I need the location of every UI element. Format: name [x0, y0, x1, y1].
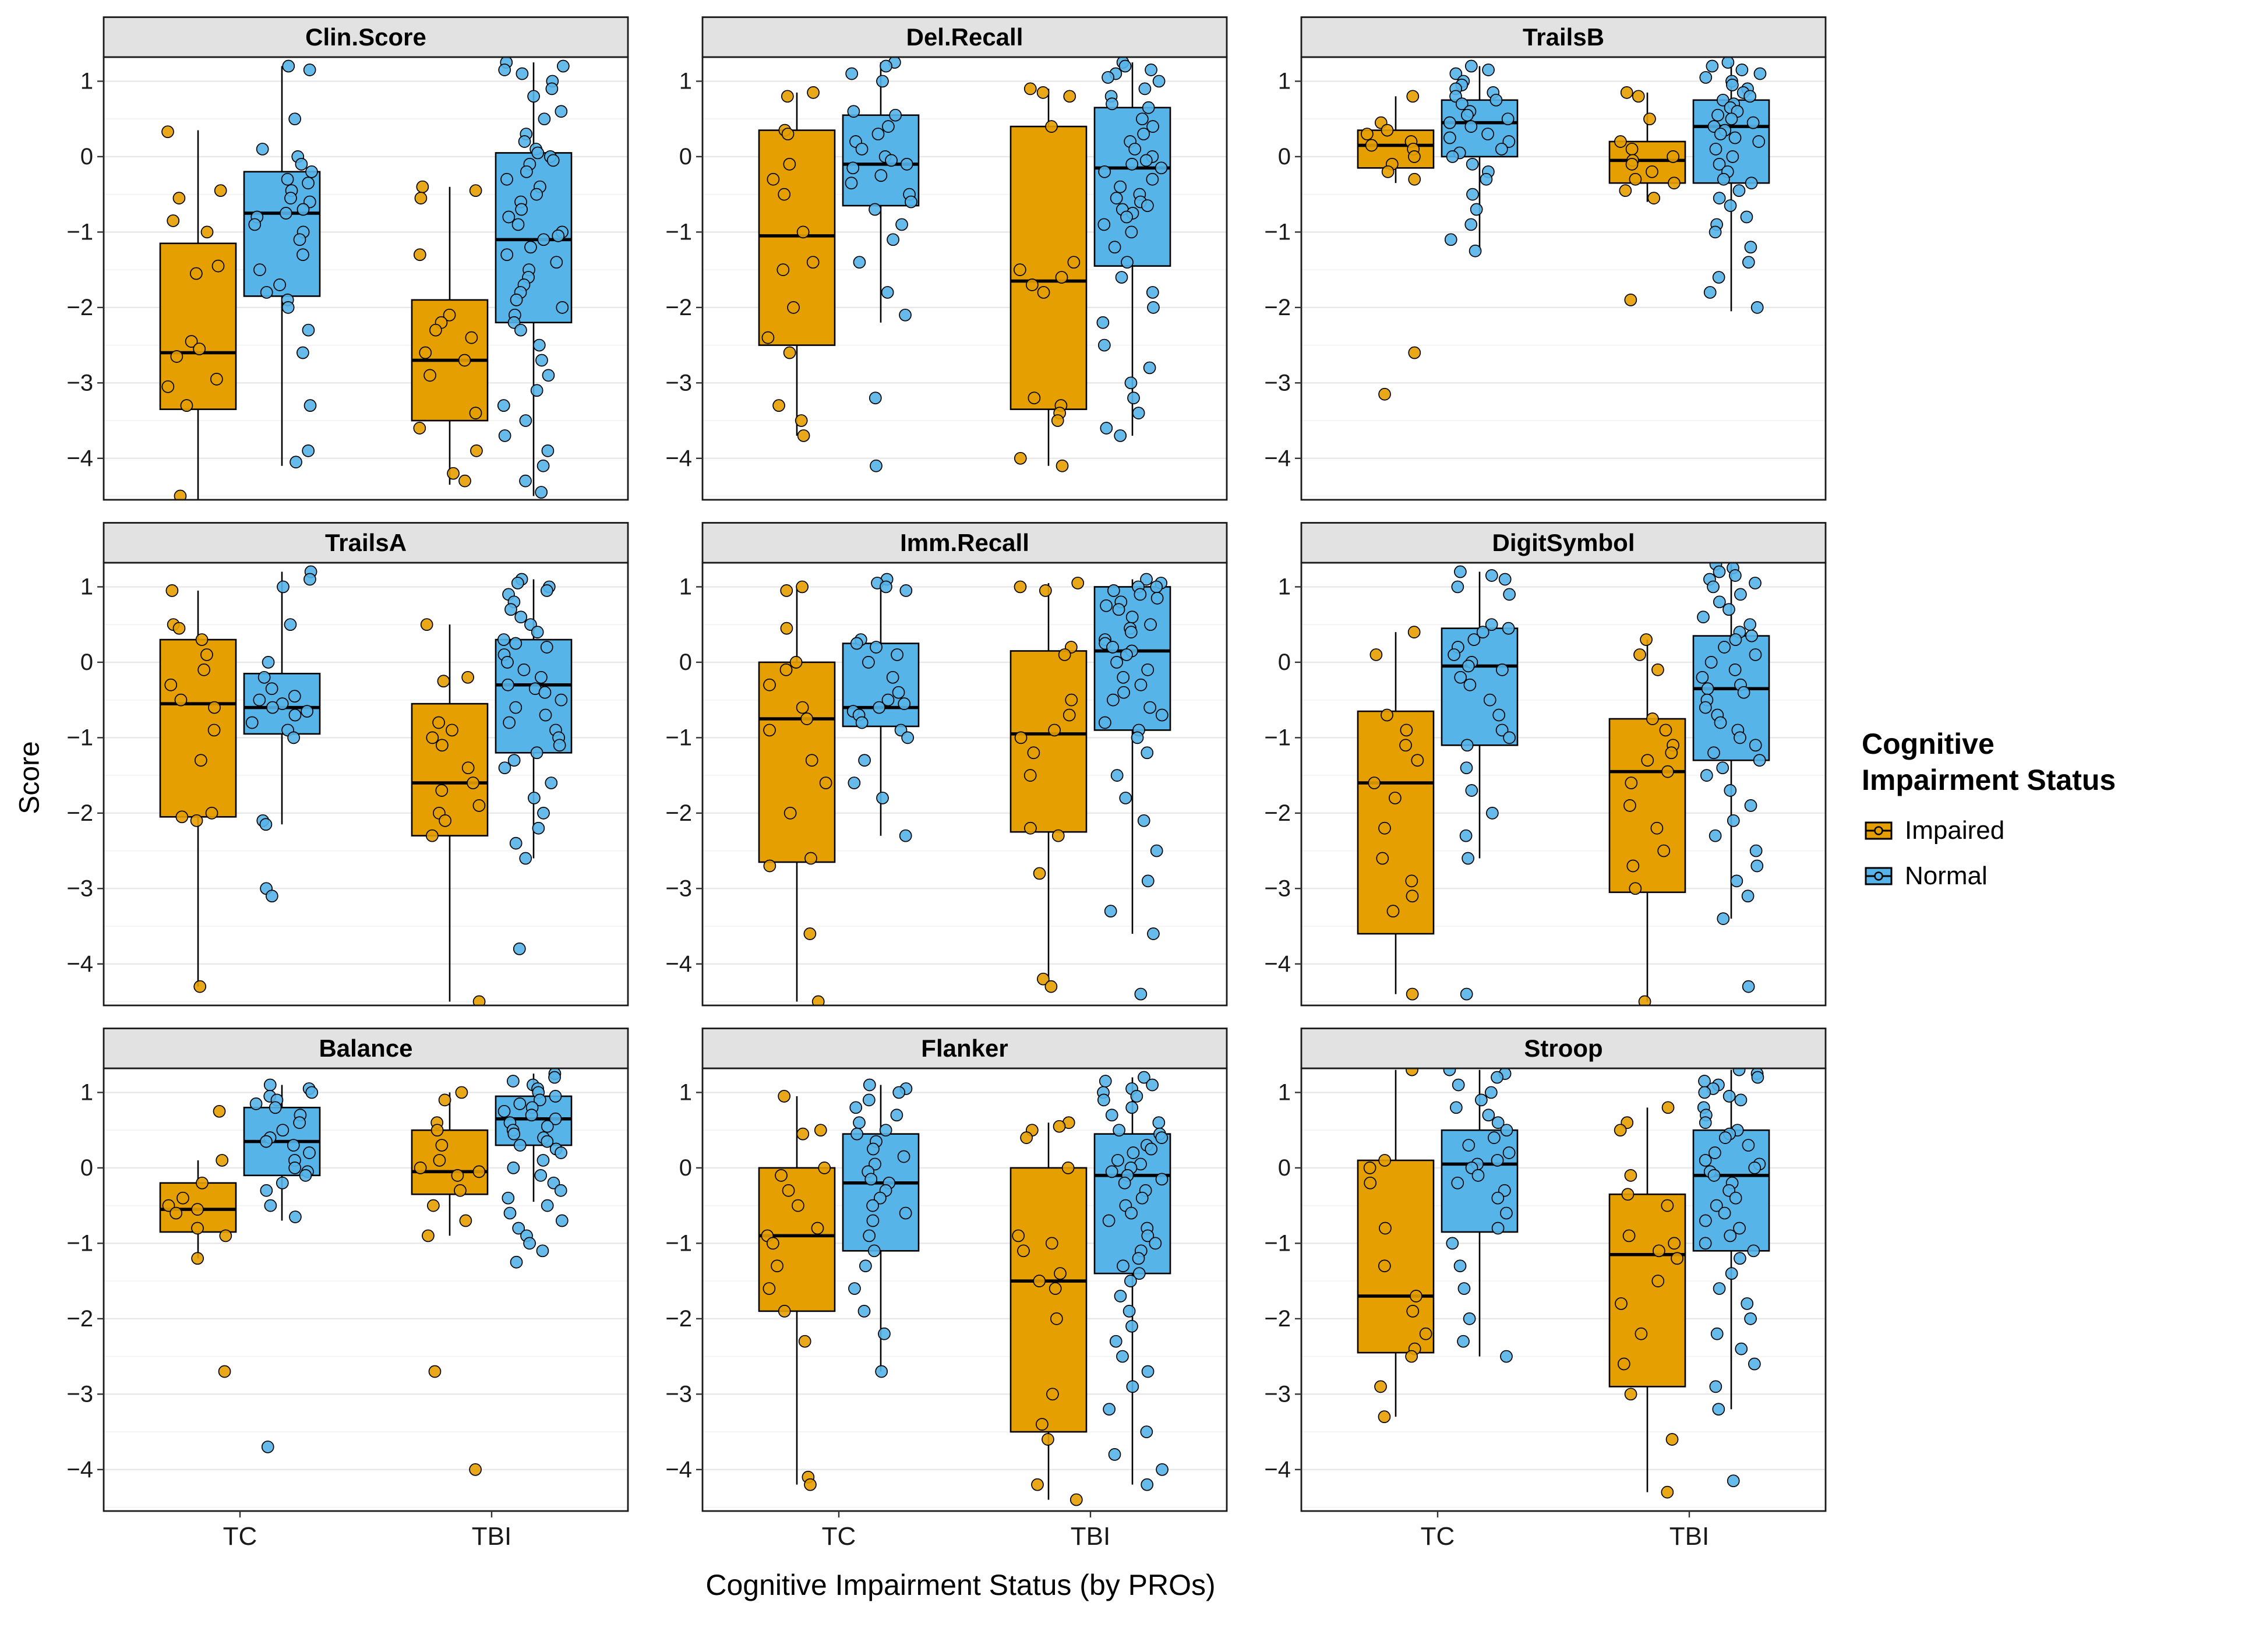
- svg-text:−2: −2: [66, 800, 93, 826]
- y-axis-title-column: Score: [9, 16, 50, 1602]
- svg-text:1: 1: [679, 574, 692, 599]
- svg-text:−4: −4: [66, 446, 93, 471]
- facet-balance: 1 0 −1 −2 −3 −4 Balance TC TBI: [66, 1028, 629, 1551]
- facet-digitsymbol: 1 0 −1 −2 −3 −4 DigitSymbol: [1264, 522, 1827, 1007]
- svg-text:−1: −1: [665, 1230, 692, 1256]
- boxplot-key-normal-icon: [1865, 867, 1893, 885]
- svg-text:1: 1: [1278, 1079, 1291, 1105]
- svg-text:−2: −2: [1264, 295, 1291, 320]
- svg-text:−1: −1: [1264, 1230, 1291, 1256]
- svg-text:−2: −2: [1264, 1306, 1291, 1332]
- svg-text:Imm.Recall: Imm.Recall: [900, 529, 1029, 556]
- svg-text:−2: −2: [665, 800, 692, 826]
- svg-text:−2: −2: [66, 1306, 93, 1332]
- facet-grid: 1 0 −1 −2 −3 −4 Clin.Score 1 0 −1 −2 −3 −4 Del.Recall…: [50, 16, 1836, 1558]
- svg-text:TC: TC: [223, 1522, 257, 1551]
- facet-trailsb: 1 0 −1 −2 −3 −4 TrailsB: [1264, 16, 1827, 501]
- svg-text:−4: −4: [1264, 1457, 1291, 1482]
- facet-imm-recall: 1 0 −1 −2 −3 −4 Imm.Recall: [665, 522, 1228, 1007]
- svg-text:TrailsB: TrailsB: [1523, 23, 1604, 51]
- svg-text:−2: −2: [665, 295, 692, 320]
- svg-text:−3: −3: [665, 370, 692, 396]
- svg-text:−3: −3: [66, 1381, 93, 1407]
- svg-text:TBI: TBI: [472, 1522, 511, 1551]
- legend-label-normal: Normal: [1905, 861, 1988, 890]
- facets-area: 1 0 −1 −2 −3 −4 Clin.Score 1 0 −1 −2 −3 −4 Del.Recall…: [50, 16, 1836, 1602]
- svg-text:0: 0: [679, 1155, 692, 1181]
- svg-text:Clin.Score: Clin.Score: [305, 23, 426, 51]
- boxplot-key-impaired-icon: [1865, 821, 1893, 839]
- svg-text:TC: TC: [1421, 1522, 1455, 1551]
- svg-text:TBI: TBI: [1669, 1522, 1709, 1551]
- svg-text:0: 0: [1278, 1155, 1291, 1181]
- svg-text:−1: −1: [665, 725, 692, 750]
- svg-text:Stroop: Stroop: [1524, 1035, 1602, 1062]
- svg-text:0: 0: [80, 1155, 93, 1181]
- svg-text:−4: −4: [665, 1457, 692, 1482]
- facet-clin-score: 1 0 −1 −2 −3 −4 Clin.Score: [66, 16, 629, 501]
- svg-text:−2: −2: [66, 295, 93, 320]
- svg-text:1: 1: [80, 68, 93, 94]
- svg-text:−4: −4: [66, 951, 93, 977]
- y-axis-title: Score: [14, 740, 45, 814]
- svg-text:1: 1: [80, 574, 93, 599]
- svg-text:−4: −4: [665, 446, 692, 471]
- legend-entry-normal: Normal: [1862, 859, 1988, 893]
- svg-text:−3: −3: [66, 876, 93, 901]
- svg-text:Balance: Balance: [319, 1035, 412, 1062]
- svg-text:TBI: TBI: [1071, 1522, 1110, 1551]
- svg-text:0: 0: [80, 649, 93, 675]
- svg-text:−2: −2: [1264, 800, 1291, 826]
- facet-del-recall: 1 0 −1 −2 −3 −4 Del.Recall: [665, 16, 1228, 501]
- svg-text:DigitSymbol: DigitSymbol: [1492, 529, 1635, 556]
- svg-text:Flanker: Flanker: [921, 1035, 1008, 1062]
- svg-text:1: 1: [679, 68, 692, 94]
- svg-text:0: 0: [1278, 144, 1291, 170]
- svg-text:0: 0: [1278, 649, 1291, 675]
- svg-text:0: 0: [80, 144, 93, 170]
- svg-text:1: 1: [80, 1079, 93, 1105]
- svg-text:−1: −1: [665, 219, 692, 245]
- svg-text:−3: −3: [665, 876, 692, 901]
- svg-text:−3: −3: [1264, 1381, 1291, 1407]
- svg-text:−4: −4: [1264, 951, 1291, 977]
- svg-text:−2: −2: [665, 1306, 692, 1332]
- svg-text:1: 1: [1278, 574, 1291, 599]
- svg-text:TC: TC: [822, 1522, 856, 1551]
- svg-text:TrailsA: TrailsA: [325, 529, 407, 556]
- svg-text:−4: −4: [665, 951, 692, 977]
- svg-text:1: 1: [679, 1079, 692, 1105]
- legend-entry-impaired: Impaired: [1862, 814, 2004, 848]
- svg-text:1: 1: [1278, 68, 1291, 94]
- svg-text:−4: −4: [1264, 446, 1291, 471]
- svg-text:−1: −1: [66, 219, 93, 245]
- legend-label-impaired: Impaired: [1905, 816, 2005, 845]
- svg-text:−3: −3: [1264, 370, 1291, 396]
- svg-text:−3: −3: [665, 1381, 692, 1407]
- facet-trailsa: 1 0 −1 −2 −3 −4 TrailsA: [66, 522, 629, 1007]
- svg-text:−4: −4: [66, 1457, 93, 1482]
- facet-flanker: 1 0 −1 −2 −3 −4 Flanker TC TBI: [665, 1028, 1228, 1551]
- svg-text:−1: −1: [66, 725, 93, 750]
- svg-text:Del.Recall: Del.Recall: [906, 23, 1023, 51]
- svg-text:−1: −1: [1264, 219, 1291, 245]
- svg-text:−3: −3: [1264, 876, 1291, 901]
- x-axis-title: Cognitive Impairment Status (by PROs): [705, 1569, 1216, 1601]
- legend-title: Cognitive Impairment Status: [1862, 727, 2116, 797]
- facet-stroop: 1 0 −1 −2 −3 −4 Stroop TC TBI: [1264, 1028, 1827, 1551]
- svg-text:−3: −3: [66, 370, 93, 396]
- svg-text:0: 0: [679, 144, 692, 170]
- svg-text:−1: −1: [1264, 725, 1291, 750]
- svg-text:0: 0: [679, 649, 692, 675]
- legend: Cognitive Impairment Status Impaired Nor…: [1836, 16, 2233, 1602]
- svg-text:−1: −1: [66, 1230, 93, 1256]
- figure-root: Score 1 0 −1 −2 −3 −4 Clin.Score 1 0 −1 −2 −3 −4 Del.…: [9, 16, 2233, 1602]
